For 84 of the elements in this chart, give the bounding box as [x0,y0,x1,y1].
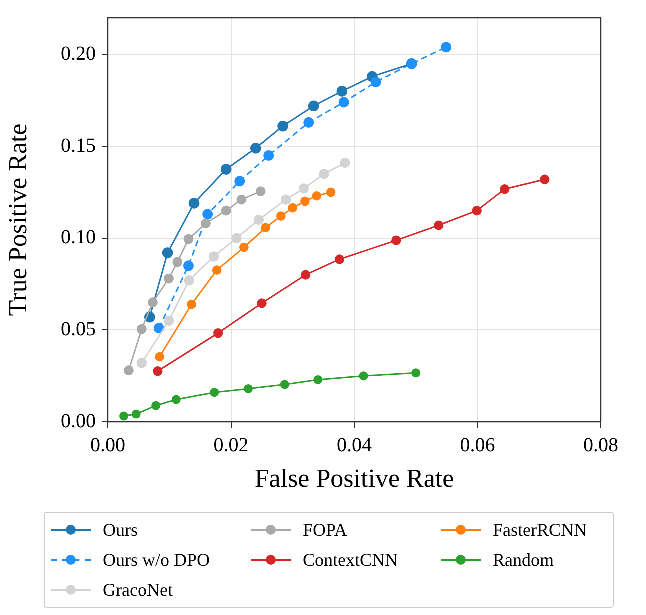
y-tick-label: 0.10 [61,226,96,249]
point [124,366,134,376]
point [319,168,330,180]
x-tick-label: 0.00 [90,434,126,456]
x-axis-title: False Positive Rate [254,464,454,494]
point [256,186,266,196]
point [234,176,246,187]
point [472,206,482,216]
point [136,324,147,334]
point [164,274,174,284]
point [304,117,314,128]
x-tick-label: 0.04 [337,434,372,456]
point [136,358,147,368]
point [220,164,232,175]
point [184,276,194,286]
y-tick-label: 0.05 [61,318,96,340]
point [540,174,550,184]
point [212,266,222,275]
legend-label: GracoNet [103,580,173,600]
point [264,150,274,161]
y-tick-label: 0.15 [61,134,96,157]
point [261,223,270,233]
point [280,194,292,205]
point [184,234,194,244]
point [152,401,161,410]
legend-label: ContextCNN [303,550,398,570]
point [314,375,323,384]
point [500,184,510,194]
point [155,352,164,362]
point [298,184,310,194]
point [336,86,348,97]
x-tick-label: 0.02 [214,434,249,456]
point [288,203,298,213]
x-tick-label: 0.08 [584,434,618,456]
point [370,77,382,88]
point [148,298,158,308]
legend-label: FOPA [303,520,348,540]
point [334,254,345,264]
x-tick-label: 0.06 [460,434,496,456]
y-axis-title: True Positive Rate [3,124,32,316]
point [202,209,214,220]
point [278,120,288,132]
y-tick-label: 0.20 [61,42,96,65]
point [434,220,444,230]
point [276,212,286,221]
point [210,388,220,398]
point [187,300,196,310]
point [326,188,336,198]
legend-label: Random [493,550,554,570]
point [214,328,224,338]
point [153,366,163,376]
point [120,412,129,421]
point [183,260,194,272]
point [412,368,421,378]
point [257,298,267,308]
point [164,316,174,326]
legend-label: Ours [103,520,138,540]
point [221,206,232,216]
point [172,395,181,404]
y-tick-label: 0.00 [61,410,96,432]
point [340,158,350,168]
point [312,191,322,201]
legend-label: Ours w/o DPO [103,550,210,570]
point [132,410,141,419]
point [308,100,320,112]
point [201,218,211,229]
point [441,42,452,53]
point [254,214,264,226]
point [188,198,200,209]
point [250,142,262,154]
point [301,270,311,280]
point [240,242,249,252]
point [232,233,242,244]
point [300,196,310,206]
point [162,248,174,258]
point [244,384,254,394]
point [172,257,183,268]
point [338,97,350,108]
legend-label: FasterRCNN [493,520,587,540]
point [236,194,247,205]
point [392,236,402,246]
point [359,372,368,381]
point [208,252,220,262]
point [280,380,290,390]
